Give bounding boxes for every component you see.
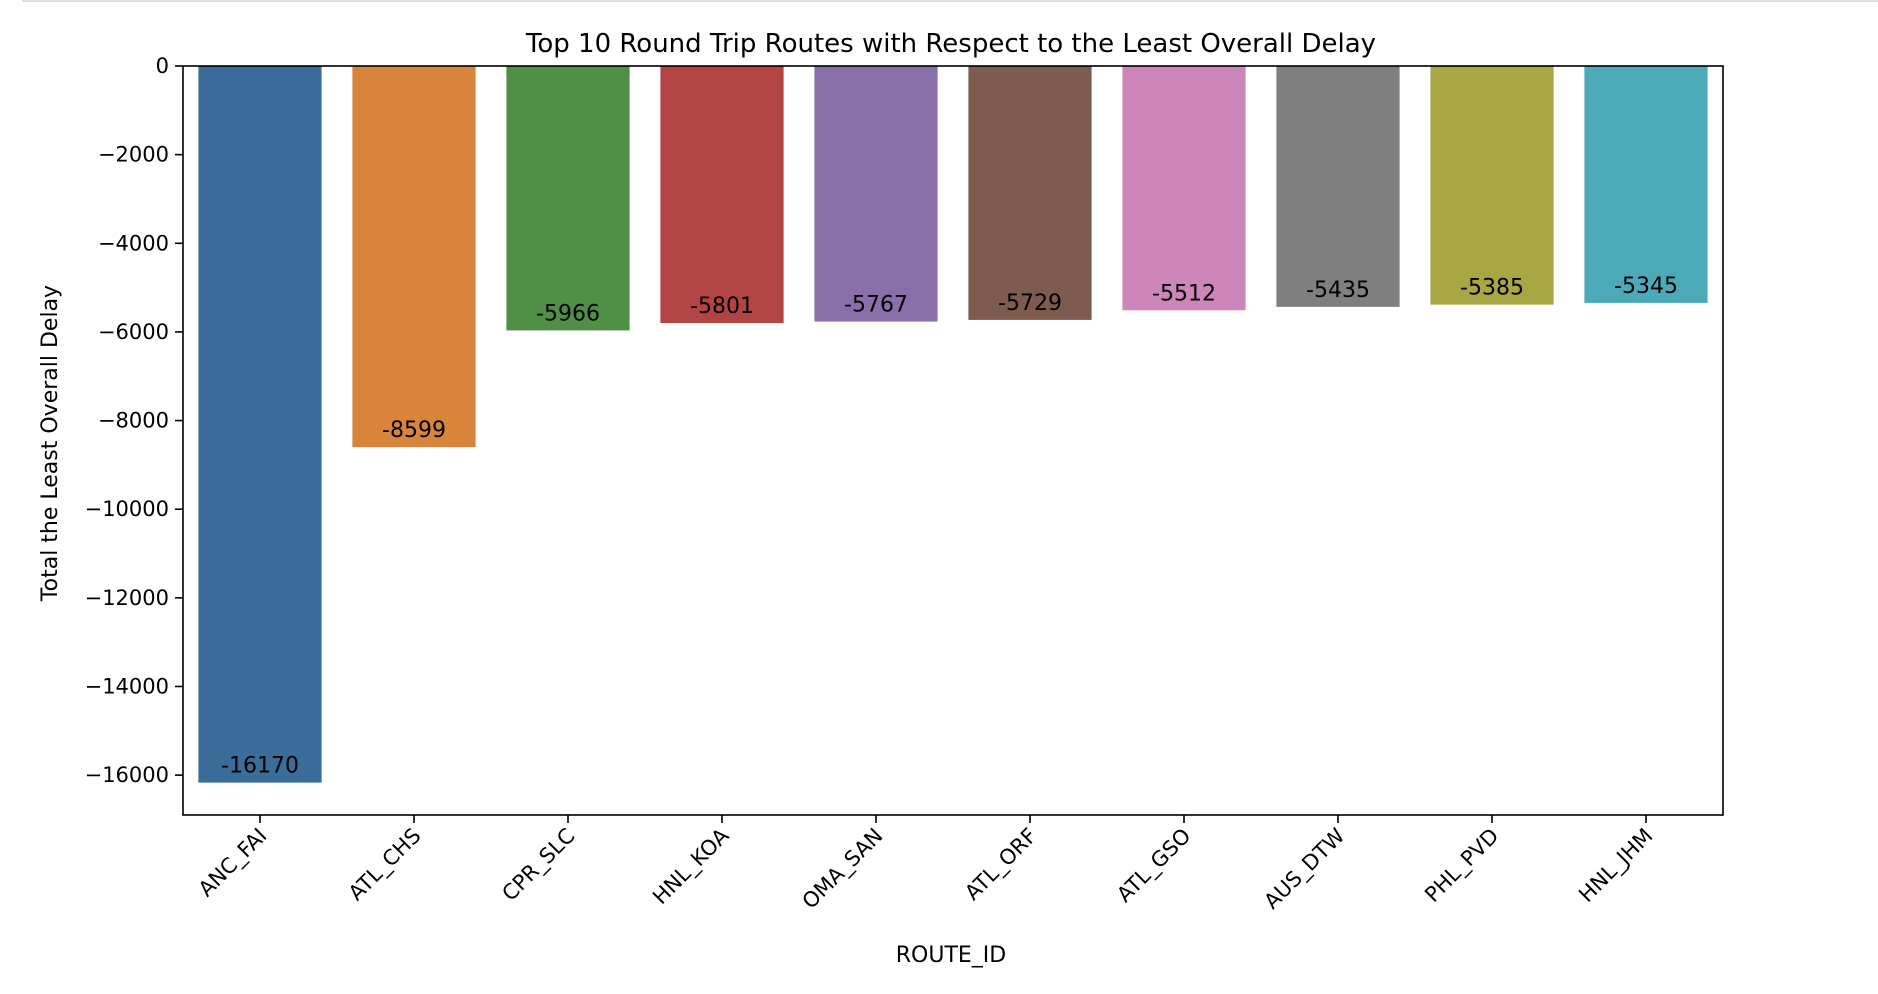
y-tick-label: −8000 [98, 409, 169, 433]
bar-oma-san [814, 66, 938, 322]
x-tick-label: ANC_FAI [194, 824, 272, 902]
y-tick-label: −10000 [85, 497, 169, 521]
data-label: -5729 [998, 291, 1062, 316]
data-labels-group: -16170 -8599 -5966 -5801 -5767 -5729 -5512 -543… [221, 274, 1678, 779]
x-tick-label: ATL_ORF [960, 824, 1042, 906]
y-tick-label: −16000 [85, 763, 169, 787]
bar-cpr-slc [506, 66, 630, 331]
x-tick-label: PHL_PVD [1420, 824, 1504, 908]
x-axis-ticks: ANC_FAI ATL_CHS CPR_SLC HNL_KOA OMA_SAN ATL_O… [194, 815, 1658, 914]
data-label: -5767 [844, 293, 908, 318]
chart-title: Top 10 Round Trip Routes with Respect to… [525, 29, 1376, 59]
data-label: -5385 [1460, 276, 1524, 301]
data-label: -5435 [1306, 278, 1370, 303]
y-axis-title: Total the Least Overall Delay [38, 285, 63, 602]
plot-frame [182, 65, 1724, 816]
bar-phl-pvd [1430, 66, 1554, 305]
data-label: -5801 [690, 294, 754, 319]
y-tick-label: −12000 [85, 586, 169, 610]
x-tick-label: AUS_DTW [1259, 823, 1350, 914]
bar-hnl-jhm [1584, 66, 1708, 303]
data-label: -5345 [1614, 274, 1678, 299]
data-label: -16170 [221, 754, 299, 779]
x-tick-label: OMA_SAN [798, 824, 889, 915]
x-tick-label: ATL_GSO [1112, 824, 1196, 908]
x-axis-title: ROUTE_ID [896, 943, 1006, 968]
y-tick-label: −6000 [98, 320, 169, 344]
y-tick-label: −2000 [98, 143, 169, 167]
x-tick-label: CPR_SLC [497, 824, 580, 907]
bar-atl-orf [968, 66, 1092, 320]
bar-aus-dtw [1276, 66, 1400, 307]
cell-top-border [22, 0, 1878, 5]
bar-anc-fai [198, 66, 322, 783]
x-tick-label: HNL_KOA [648, 823, 735, 910]
bar-hnl-koa [660, 66, 784, 324]
y-tick-label: −14000 [85, 674, 169, 698]
data-label: -5512 [1152, 281, 1216, 306]
y-axis-ticks: 0 −2000 −4000 −6000 −8000 −10000 −12000 −14000 −… [85, 54, 183, 787]
x-tick-label: HNL_JHM [1574, 824, 1658, 908]
y-tick-label: −4000 [98, 231, 169, 255]
data-label: -5966 [536, 301, 600, 326]
data-label: -8599 [382, 418, 446, 443]
bar-atl-chs [352, 66, 476, 448]
bars-group [198, 66, 1708, 783]
bar-atl-gso [1122, 66, 1246, 311]
x-tick-label: ATL_CHS [344, 824, 426, 906]
y-tick-label: 0 [156, 54, 169, 78]
